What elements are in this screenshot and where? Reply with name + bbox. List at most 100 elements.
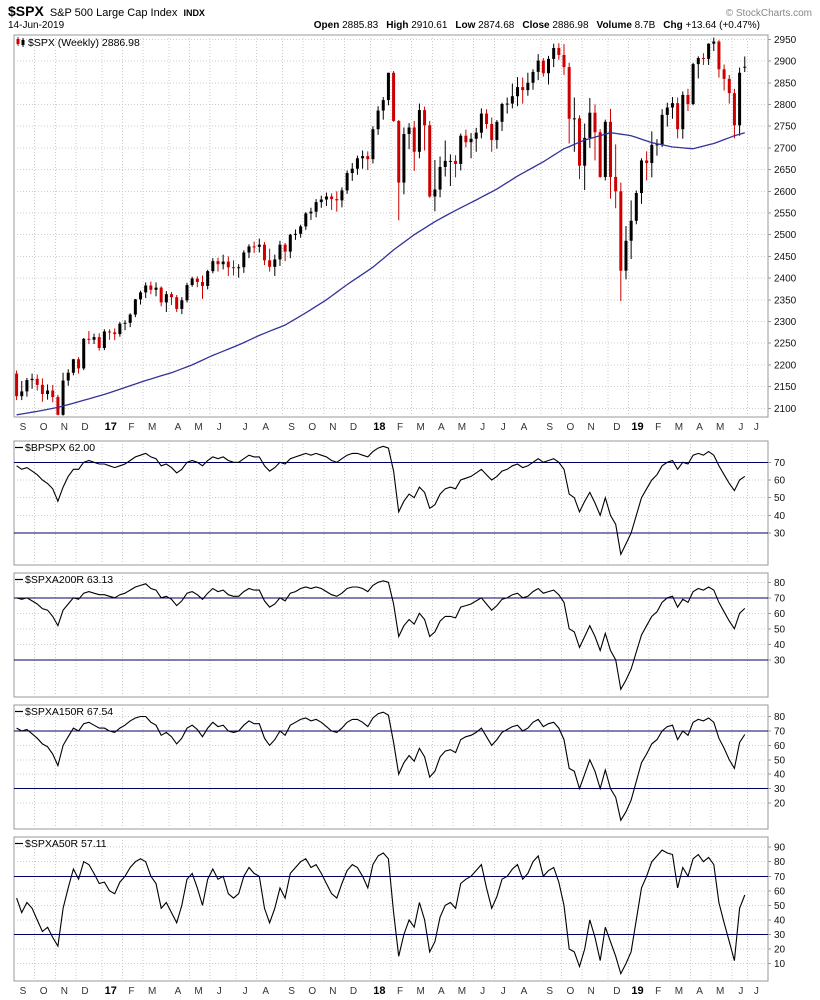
candle-body bbox=[102, 331, 106, 348]
x-axis-label: J bbox=[754, 986, 759, 997]
y-tick-label: 2150 bbox=[774, 382, 797, 393]
price-panel-spx: $SPX (Weekly) 2886.98 2100 2150 2200 2250 230… bbox=[13, 34, 797, 433]
candle-body bbox=[154, 287, 158, 290]
y-tick-label: 70 bbox=[774, 726, 786, 737]
y-tick-label: 70 bbox=[774, 458, 786, 469]
quote-row: 14-Jun-2019 Open 2885.83 High 2910.61 Low … bbox=[8, 20, 812, 31]
candle-body bbox=[567, 67, 571, 119]
candle-body bbox=[552, 48, 556, 59]
x-axis-label: 18 bbox=[373, 985, 385, 997]
candle-body bbox=[350, 168, 354, 174]
candle-body bbox=[133, 299, 137, 315]
candle-body bbox=[293, 233, 297, 235]
candle-body bbox=[691, 64, 695, 105]
chart-date: 14-Jun-2019 bbox=[8, 20, 65, 31]
candle-body bbox=[521, 87, 525, 91]
candle-body bbox=[428, 125, 432, 197]
y-tick-label: 40 bbox=[774, 640, 786, 651]
panel-label: $SPXA150R 67.54 bbox=[25, 706, 113, 718]
candle-body bbox=[732, 93, 736, 126]
candle-body bbox=[459, 135, 463, 164]
x-axis-label: M bbox=[458, 986, 466, 997]
candle-body bbox=[655, 144, 659, 146]
candle-body bbox=[738, 72, 742, 126]
candle-body bbox=[464, 135, 468, 143]
candle-body bbox=[273, 259, 277, 267]
candle-body bbox=[247, 246, 251, 253]
candle-body bbox=[262, 244, 266, 261]
x-axis-label: S bbox=[20, 422, 27, 433]
x-axis-label: F bbox=[128, 986, 134, 997]
x-axis-label: O bbox=[40, 986, 48, 997]
candle-body bbox=[433, 189, 437, 197]
y-tick-label: 2850 bbox=[774, 78, 797, 89]
x-axis-label: D bbox=[613, 986, 620, 997]
candle-body bbox=[299, 226, 303, 234]
candle-body bbox=[712, 41, 716, 44]
candle-body bbox=[128, 314, 132, 323]
candle-body bbox=[608, 121, 612, 177]
candle-body bbox=[139, 292, 143, 300]
indicator-panel-spxa200r: $SPXA200R 63.13 30 40 50 60 70 80 bbox=[13, 572, 786, 698]
y-tick-label: 2350 bbox=[774, 295, 797, 306]
x-axis-label: D bbox=[81, 422, 88, 433]
candle-body bbox=[242, 252, 246, 268]
y-tick-label: 2600 bbox=[774, 187, 797, 198]
candle-body bbox=[536, 60, 540, 72]
x-axis-label: D bbox=[613, 422, 620, 433]
indicator-line bbox=[16, 445, 746, 557]
candle-body bbox=[676, 103, 680, 130]
candle-body bbox=[557, 48, 561, 55]
candle-body bbox=[510, 96, 514, 104]
x-axis-label: S bbox=[288, 986, 295, 997]
candle-body bbox=[479, 113, 483, 133]
candle-body bbox=[355, 158, 359, 169]
candlestick-icon bbox=[16, 37, 25, 47]
candle-body bbox=[92, 337, 96, 340]
candle-body bbox=[696, 58, 700, 65]
y-tick-label: 2900 bbox=[774, 57, 797, 68]
y-tick-label: 2400 bbox=[774, 274, 797, 285]
x-axis-label: F bbox=[655, 422, 661, 433]
candle-body bbox=[330, 196, 334, 200]
candle-body bbox=[40, 384, 44, 394]
x-axis-label: D bbox=[81, 986, 88, 997]
candle-body bbox=[386, 72, 390, 101]
candle-body bbox=[164, 294, 168, 303]
x-axis-label: S bbox=[546, 986, 553, 997]
x-axis-label: J bbox=[501, 986, 506, 997]
candle-body bbox=[624, 240, 628, 271]
x-axis-label: F bbox=[655, 986, 661, 997]
x-axis-label: O bbox=[308, 986, 316, 997]
y-tick-label: 80 bbox=[774, 712, 786, 723]
candle-body bbox=[670, 103, 674, 108]
candle-body bbox=[268, 260, 272, 267]
panel-label: $SPX (Weekly) 2886.98 bbox=[28, 37, 140, 49]
candle-body bbox=[572, 118, 576, 120]
y-tick-label: 2750 bbox=[774, 122, 797, 133]
quote-item: Volume 8.7B bbox=[596, 20, 656, 31]
candle-body bbox=[278, 244, 282, 260]
candle-body bbox=[309, 211, 313, 214]
index-name: S&P 500 Large Cap Index bbox=[49, 7, 178, 19]
candle-body bbox=[324, 196, 328, 200]
x-axis-label: A bbox=[696, 986, 703, 997]
y-tick-label: 50 bbox=[774, 901, 786, 912]
x-axis-label: J bbox=[480, 422, 485, 433]
x-axis-label: N bbox=[61, 986, 68, 997]
candle-body bbox=[417, 110, 421, 152]
x-axis-label: M bbox=[675, 986, 683, 997]
x-axis-label: J bbox=[754, 422, 759, 433]
candle-body bbox=[614, 176, 618, 192]
y-tick-label: 2700 bbox=[774, 143, 797, 154]
y-tick-label: 2300 bbox=[774, 317, 797, 328]
y-tick-label: 30 bbox=[774, 930, 786, 941]
x-axis-label: A bbox=[438, 986, 445, 997]
candle-body bbox=[314, 202, 318, 212]
candle-body bbox=[505, 103, 509, 105]
y-tick-label: 40 bbox=[774, 770, 786, 781]
candle-body bbox=[108, 331, 112, 333]
candle-body bbox=[526, 82, 530, 91]
candle-body bbox=[392, 72, 396, 121]
